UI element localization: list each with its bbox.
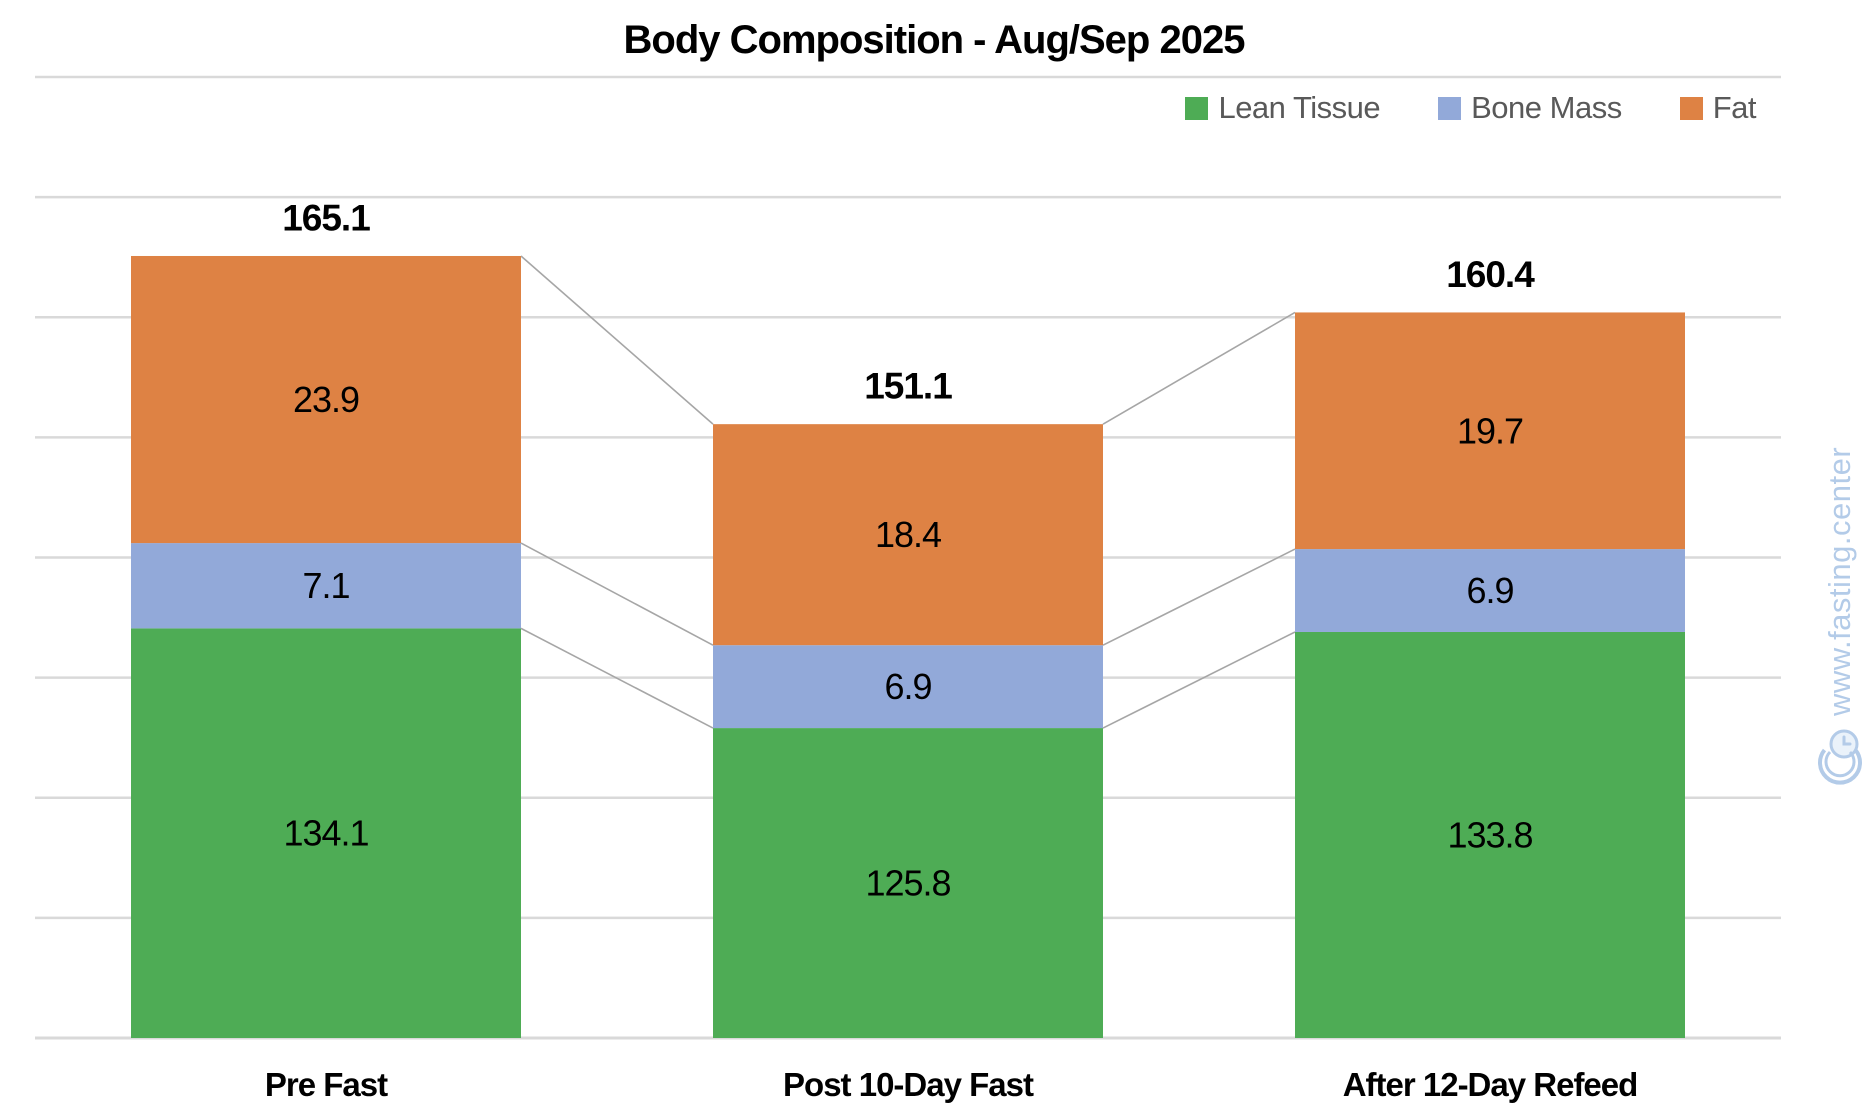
segment-value-label: 23.9 [293,379,359,420]
legend-label-fat: Fat [1712,90,1757,125]
series-connector-line [1102,548,1296,646]
category-label-after-refeed: After 12-Day Refeed [1342,1066,1639,1103]
chart-title: Body Composition - Aug/Sep 2025 [623,18,1246,62]
category-label-post-fast: Post 10-Day Fast [783,1066,1034,1103]
segment-value-label: 133.8 [1447,814,1532,855]
series-connector-line [1102,631,1296,729]
segment-value-label: 18.4 [875,514,941,555]
series-connector-line [520,255,714,425]
clock-copyright-icon [1818,729,1862,785]
legend-label-bone-mass: Bone Mass [1471,90,1622,125]
bar-segment-lean-tissue [713,728,1103,1038]
segment-value-label: 7.1 [302,565,349,606]
total-value-label: 165.1 [282,197,370,238]
legend-swatch-fat-icon [1679,96,1703,120]
legend: Lean Tissue Bone Mass Fat [1185,90,1757,126]
bar-segment-fat [131,255,521,544]
bar-segment-fat [713,424,1103,646]
segment-value-label: 6.9 [1466,570,1513,611]
legend-label-lean-tissue: Lean Tissue [1218,90,1381,125]
legend-item-fat: Fat [1679,90,1757,126]
total-value-label: 160.4 [1446,254,1535,295]
category-label-pre-fast: Pre Fast [264,1066,388,1103]
segment-value-label: 6.9 [884,666,931,707]
bar-segment-bone-mass [713,645,1103,729]
bar-segment-lean-tissue [131,628,521,1038]
bar-segment-lean-tissue [1295,631,1685,1038]
legend-swatch-lean-tissue-icon [1185,96,1209,120]
bar-segment-bone-mass [1295,549,1685,632]
series-connector-line [520,627,714,729]
series-connector-line [520,542,714,646]
watermark: www.fasting.center [1808,424,1868,824]
series-connector-line [1102,311,1296,425]
bar-segment-fat [1295,312,1685,550]
bar-segment-bone-mass [131,543,521,629]
total-value-label: 151.1 [864,366,952,407]
segment-value-label: 134.1 [283,813,368,854]
legend-item-lean-tissue: Lean Tissue [1185,90,1381,126]
segment-value-label: 125.8 [865,863,950,904]
legend-swatch-bone-mass-icon [1438,96,1462,120]
segment-value-label: 19.7 [1457,410,1523,451]
legend-item-bone-mass: Bone Mass [1438,90,1622,126]
watermark-text: www.fasting.center [1822,446,1857,716]
